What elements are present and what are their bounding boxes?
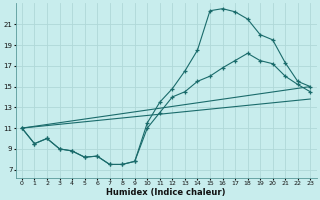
X-axis label: Humidex (Indice chaleur): Humidex (Indice chaleur) [106,188,226,197]
